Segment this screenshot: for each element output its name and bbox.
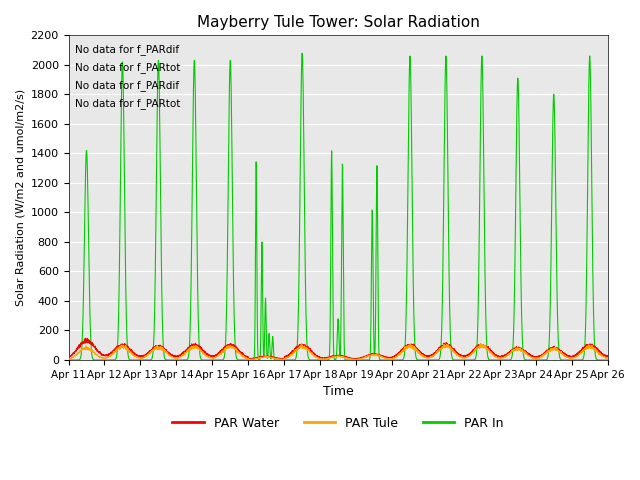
- Text: No data for f_PARtot: No data for f_PARtot: [76, 98, 181, 109]
- Text: No data for f_PARtot: No data for f_PARtot: [76, 62, 181, 73]
- X-axis label: Time: Time: [323, 385, 353, 398]
- Text: No data for f_PARdif: No data for f_PARdif: [76, 44, 180, 55]
- Title: Mayberry Tule Tower: Solar Radiation: Mayberry Tule Tower: Solar Radiation: [196, 15, 479, 30]
- Legend: PAR Water, PAR Tule, PAR In: PAR Water, PAR Tule, PAR In: [168, 412, 509, 435]
- Text: No data for f_PARdif: No data for f_PARdif: [76, 80, 180, 91]
- Y-axis label: Solar Radiation (W/m2 and umol/m2/s): Solar Radiation (W/m2 and umol/m2/s): [15, 89, 25, 306]
